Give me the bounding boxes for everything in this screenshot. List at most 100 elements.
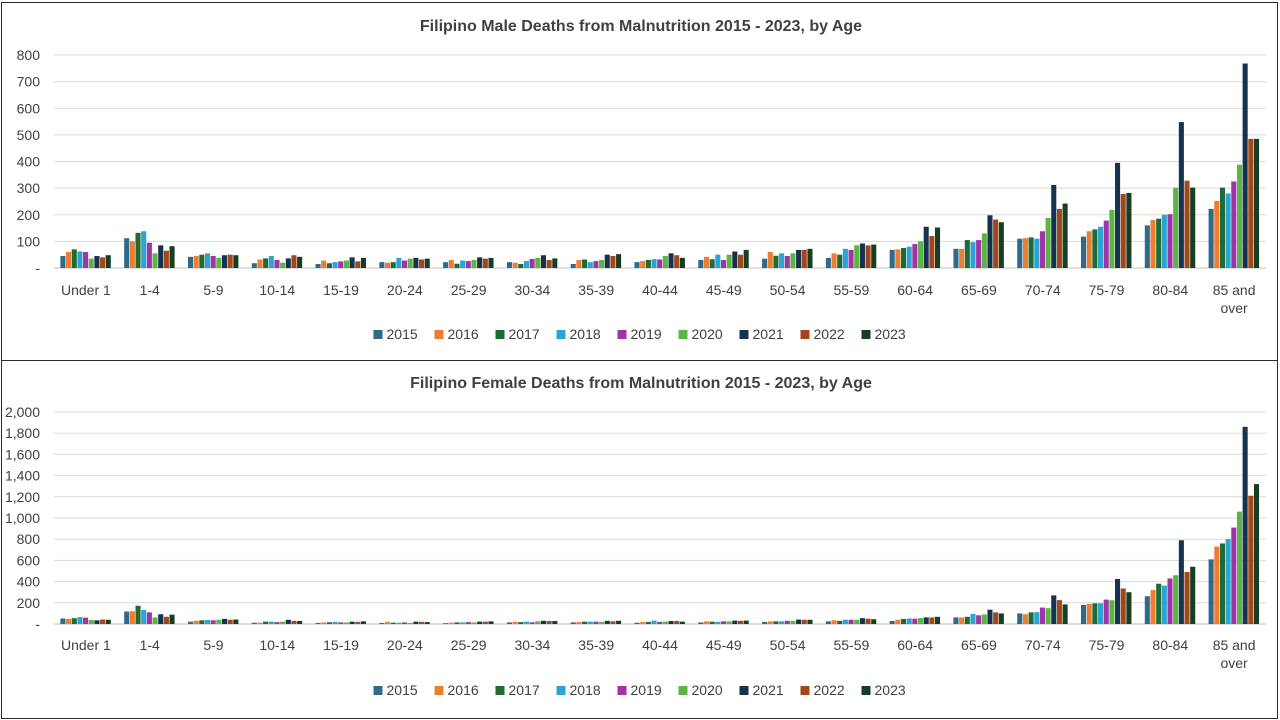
bar-2017-15 [1028, 237, 1034, 268]
legend-swatch-2022 [800, 330, 810, 339]
bar-2022-13 [929, 617, 935, 624]
bar-2019-18 [1231, 181, 1237, 268]
bar-2015-4 [315, 264, 321, 268]
bar-2015-18 [1208, 559, 1214, 624]
bar-2023-16 [1126, 192, 1132, 268]
bar-2017-5 [390, 622, 396, 624]
bar-2017-1 [135, 232, 141, 268]
legend-swatch-2023 [861, 330, 871, 339]
x-category-label: 80-84 [1152, 637, 1188, 653]
bar-2016-0 [66, 252, 72, 268]
bar-2021-0 [94, 620, 100, 624]
bar-2023-0 [105, 255, 111, 268]
bar-2023-3 [297, 621, 303, 624]
bar-2017-14 [964, 616, 970, 624]
bar-2022-4 [355, 621, 361, 624]
bar-2016-10 [703, 256, 710, 268]
bar-2022-2 [227, 619, 233, 624]
bar-2017-3 [263, 621, 269, 624]
bar-2015-3 [251, 622, 257, 624]
bar-2015-16 [1081, 236, 1087, 268]
bar-2022-12 [865, 618, 871, 624]
bar-2022-16 [1120, 193, 1126, 268]
x-category-label: 15-19 [323, 282, 359, 298]
legend-label-2018: 2018 [570, 682, 601, 698]
bar-2019-9 [657, 621, 663, 624]
bar-2015-10 [698, 622, 704, 624]
bar-2016-5 [384, 262, 391, 268]
bar-2017-0 [71, 618, 77, 624]
bar-2019-9 [657, 259, 663, 268]
bar-2020-3 [280, 262, 286, 268]
legend-label-2022: 2022 [814, 326, 845, 342]
legend-swatch-2018 [556, 686, 566, 695]
x-category-label: 70-74 [1025, 282, 1061, 298]
bar-2016-14 [959, 617, 965, 624]
bar-2018-1 [141, 231, 147, 268]
bar-2021-1 [158, 245, 164, 268]
bar-2018-9 [651, 620, 657, 624]
bar-2017-16 [1092, 603, 1098, 624]
bar-2016-8 [576, 622, 582, 624]
bar-2020-17 [1173, 575, 1179, 624]
y-tick-label: 400 [17, 154, 41, 170]
bar-2018-4 [332, 621, 338, 624]
bar-2020-12 [854, 619, 860, 624]
bar-2022-15 [1056, 600, 1062, 624]
chart-title: Filipino Male Deaths from Malnutrition 2… [420, 18, 862, 35]
y-tick-label: 600 [17, 552, 41, 568]
y-tick-label: 1,200 [5, 489, 40, 505]
bar-2016-9 [640, 261, 646, 268]
bar-2019-8 [593, 261, 599, 268]
bar-2023-14 [998, 222, 1004, 268]
bar-2015-7 [506, 622, 512, 624]
bar-2022-7 [546, 260, 552, 268]
bar-2021-13 [923, 617, 929, 624]
bar-2016-16 [1086, 603, 1092, 624]
bar-2017-18 [1219, 187, 1225, 268]
bar-2021-9 [668, 621, 674, 624]
bar-2017-8 [582, 259, 588, 268]
bar-2016-3 [257, 622, 263, 624]
bar-2022-11 [801, 249, 807, 268]
x-category-label: 15-19 [323, 637, 359, 653]
bar-2020-10 [726, 621, 732, 624]
bar-2020-16 [1109, 209, 1115, 268]
bar-2023-5 [424, 258, 430, 268]
bar-2016-18 [1214, 546, 1220, 624]
bar-2022-16 [1120, 588, 1126, 624]
bar-2019-3 [274, 260, 280, 268]
legend-swatch-2015 [373, 330, 383, 339]
bar-2021-14 [987, 215, 993, 268]
bar-2021-5 [413, 621, 419, 624]
bar-2023-6 [488, 257, 494, 268]
bar-2016-12 [831, 620, 837, 624]
bar-2022-0 [100, 257, 106, 268]
bar-2018-18 [1225, 539, 1231, 624]
bar-2017-16 [1092, 229, 1098, 268]
x-category-label: 75-79 [1089, 282, 1125, 298]
bar-2021-7 [540, 255, 546, 268]
bar-2022-9 [674, 255, 680, 268]
bar-2018-15 [1034, 612, 1040, 624]
bar-2018-0 [77, 251, 83, 268]
bar-2018-7 [523, 261, 529, 268]
bar-2016-6 [448, 260, 454, 268]
bar-2017-13 [900, 618, 907, 624]
x-category-label: 85 and over [1213, 637, 1256, 671]
bar-2020-15 [1045, 217, 1051, 268]
bar-2021-6 [477, 257, 483, 268]
bar-2015-6 [443, 623, 449, 624]
bar-2017-17 [1156, 583, 1162, 624]
bar-2015-15 [1017, 238, 1023, 268]
bar-2018-7 [523, 621, 529, 624]
bar-2016-14 [959, 248, 965, 268]
bar-2015-16 [1081, 604, 1087, 624]
bar-2023-16 [1126, 592, 1132, 624]
legend-swatch-2018 [556, 330, 566, 339]
legend-label-2020: 2020 [692, 326, 723, 342]
x-category-label-line: over [1220, 655, 1248, 671]
legend-swatch-2019 [617, 330, 627, 339]
bar-2022-18 [1248, 495, 1254, 624]
bar-2021-15 [1051, 595, 1057, 624]
